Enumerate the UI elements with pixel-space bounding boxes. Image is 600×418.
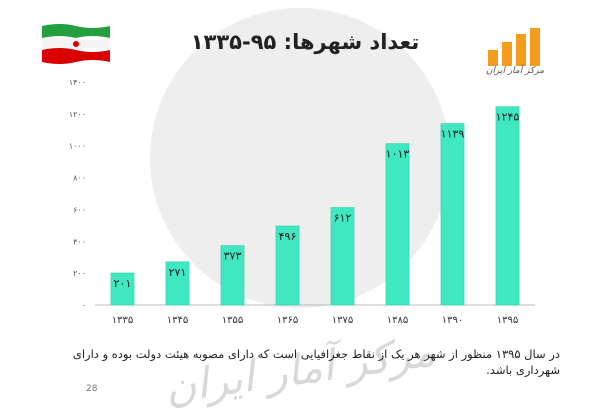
x-tick-label: ۱۳۵۵ (222, 315, 243, 326)
logo-caption: مرکز آمار ایران (485, 66, 545, 76)
bar (165, 261, 190, 306)
y-tick-label: ۶۰۰ (73, 205, 86, 214)
y-tick-label: ۱۲۰۰ (69, 110, 86, 119)
data-label: ۱۱۳۹ (441, 128, 465, 141)
sci-logo-icon (488, 28, 540, 66)
data-label: ۲۷۱ (169, 266, 187, 279)
bar (110, 272, 135, 306)
data-label: ۱۰۱۳ (386, 148, 410, 161)
data-label: ۴۹۶ (279, 230, 297, 243)
y-tick-label: ۱۴۰۰ (69, 78, 86, 87)
x-tick-label: ۱۳۹۵ (497, 315, 518, 326)
data-label: ۱۲۴۵ (496, 111, 520, 124)
chart-caption: در سال ۱۳۹۵ منظور از شهر هر یک از نقاط ج… (72, 347, 560, 377)
x-tick-label: ۱۳۳۵ (112, 315, 133, 326)
x-tick-label: ۱۳۸۵ (387, 315, 408, 326)
data-label: ۳۷۳ (224, 250, 242, 263)
y-tick-label: ۲۰۰ (73, 269, 86, 278)
bar (440, 123, 465, 306)
data-label: ۶۱۲ (334, 212, 352, 225)
y-tick-label: ۸۰۰ (73, 174, 86, 183)
bar (220, 245, 245, 306)
iran-flag-icon (42, 24, 110, 64)
y-tick-label: ۴۰۰ (73, 237, 86, 246)
bar (275, 225, 300, 306)
bar (385, 143, 410, 306)
page-number: 28 (86, 384, 98, 394)
y-tick-label: ۱۰۰۰ (69, 142, 86, 151)
data-label: ۲۰۱ (114, 277, 132, 290)
chart-title: تعداد شهرها: ۹۵-۱۳۳۵ (190, 30, 420, 54)
x-tick-label: ۱۳۶۵ (277, 315, 298, 326)
bar (495, 106, 520, 306)
y-tick-label: ۰ (82, 301, 86, 310)
bar (330, 207, 355, 306)
x-tick-label: ۱۳۹۰ (442, 315, 463, 326)
x-tick-label: ۱۳۷۵ (332, 315, 353, 326)
x-tick-label: ۱۳۴۵ (167, 315, 188, 326)
